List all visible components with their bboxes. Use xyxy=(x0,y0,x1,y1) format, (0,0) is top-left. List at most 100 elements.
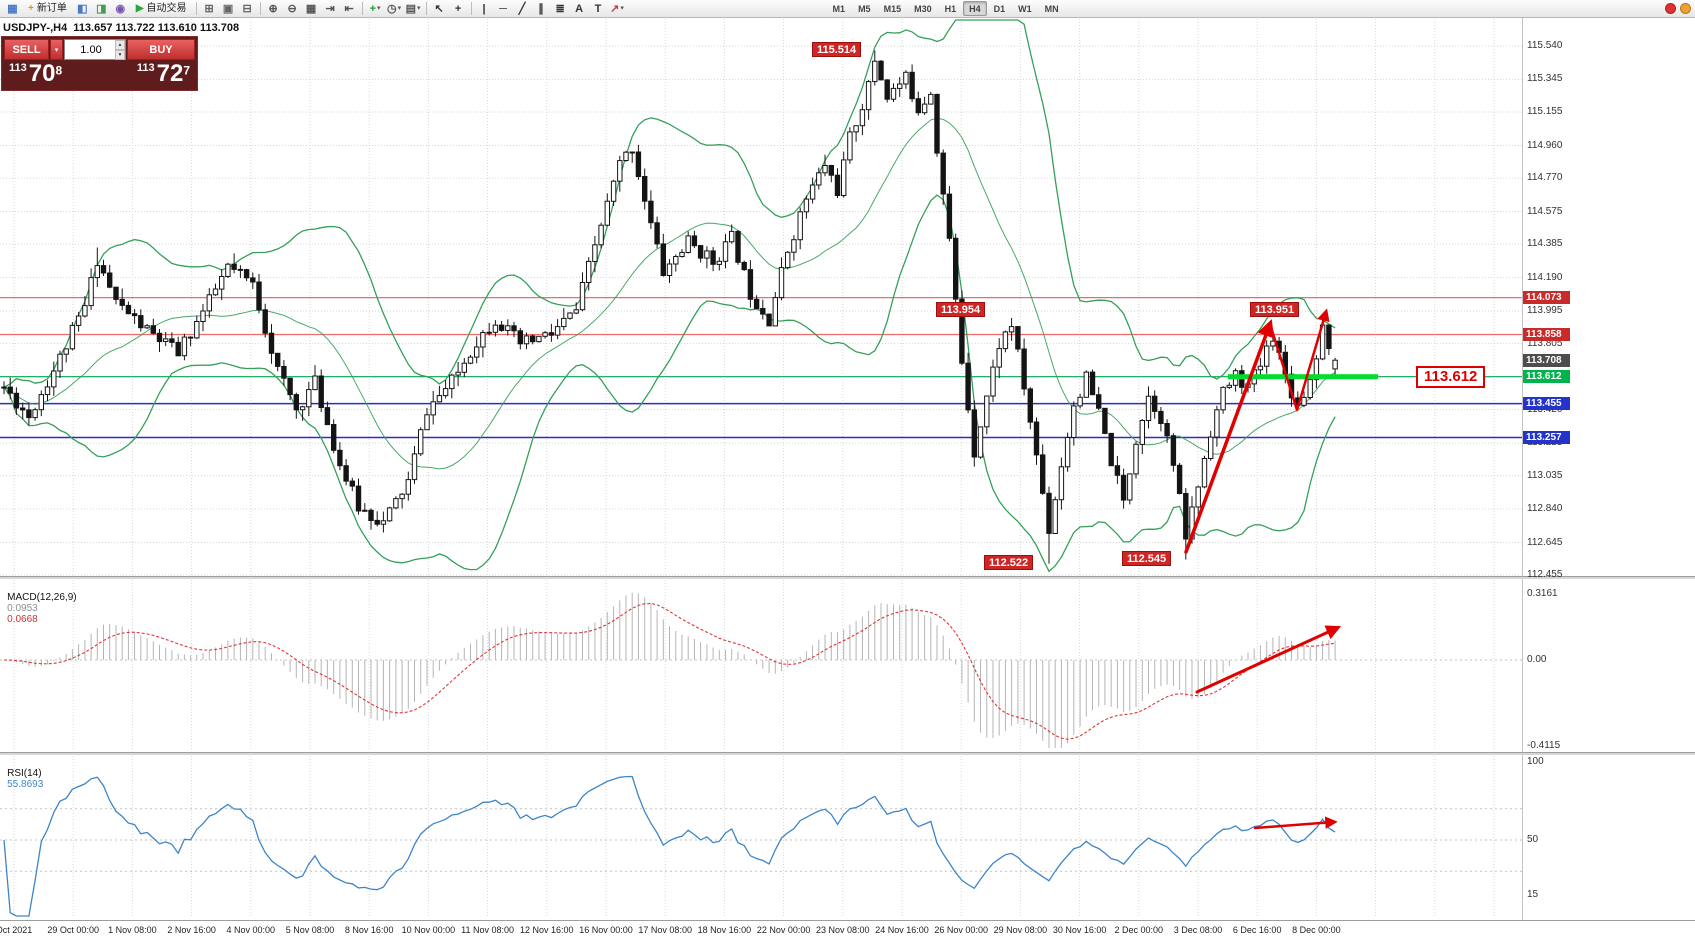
toolbar-separator xyxy=(195,2,197,15)
timeframe-m15[interactable]: M15 xyxy=(883,4,902,14)
higher-low-label: 112.545 xyxy=(1122,551,1172,566)
timeframe-w1[interactable]: W1 xyxy=(1018,4,1032,14)
buy-button[interactable]: BUY xyxy=(127,39,195,60)
sell-options-caret-icon[interactable]: ▾ xyxy=(50,39,63,60)
new-window-icon[interactable]: ⊞ xyxy=(200,1,219,17)
timeframe-h1[interactable]: H1 xyxy=(944,4,957,14)
window-tile-icon[interactable]: ⊟ xyxy=(238,1,257,17)
periods-icon-caret: ▾ xyxy=(397,4,402,12)
price-axis-label: 112.645 xyxy=(1527,536,1563,548)
crosshair-icon[interactable]: + xyxy=(449,1,468,17)
retest-high-label: 113.954 xyxy=(936,302,986,317)
cursor-icon[interactable]: ↖ xyxy=(430,1,449,17)
timeframe-m1[interactable]: M1 xyxy=(832,4,846,14)
symbol-ohlc-info: USDJPY-,H4 113.657 113.722 113.610 113.7… xyxy=(3,22,240,34)
price-axis-label: 115.155 xyxy=(1527,106,1563,117)
time-axis-label: 29 Nov 08:00 xyxy=(993,925,1048,935)
zoom-in-icon[interactable]: ⊕ xyxy=(264,1,283,17)
auto-trading-icon: ▶ xyxy=(135,2,144,14)
low-price-label: 112.522 xyxy=(984,555,1034,570)
sell-price-big: 70 xyxy=(28,60,56,87)
macd-panel-separator[interactable] xyxy=(0,576,1695,579)
sell-price-prefix: 113 xyxy=(9,62,27,74)
arrows-icon[interactable]: ↗ ▾ xyxy=(608,1,627,17)
auto-trading-button[interactable]: ▶ 自动交易 xyxy=(130,1,193,17)
price-badge-113.708: 113.708 xyxy=(1523,353,1570,367)
pivot-zone-segment xyxy=(1228,374,1378,380)
buy-price: 113727 xyxy=(137,62,190,86)
zoom-out-icon-glyph: ⊖ xyxy=(287,2,297,15)
time-axis-label: 16 Nov 00:00 xyxy=(579,925,633,935)
periods-icon[interactable]: ◷ ▾ xyxy=(385,1,404,17)
price-axis-label: 114.190 xyxy=(1527,271,1563,283)
price-axis-label: 114.770 xyxy=(1527,172,1563,184)
time-axis-label: 6 Dec 16:00 xyxy=(1232,925,1282,935)
timeframe-d1[interactable]: D1 xyxy=(993,4,1006,14)
vertical-line-icon-glyph: | xyxy=(482,2,486,15)
zoom-out-icon[interactable]: ⊖ xyxy=(283,1,302,17)
quote-prices-row: 113708 113727 xyxy=(4,60,195,86)
price-badge-114.073: 114.073 xyxy=(1523,291,1570,305)
buy-price-sup: 7 xyxy=(183,63,190,78)
trendline-icon[interactable]: ╱ xyxy=(513,1,532,17)
price-axis-label: 115.540 xyxy=(1527,40,1563,51)
templates-icon[interactable]: ▤ ▾ xyxy=(404,1,423,17)
time-axis-label: 4 Nov 00:00 xyxy=(226,925,276,935)
bollinger-middle-band xyxy=(3,117,1336,470)
data-window-icon[interactable]: ◨ xyxy=(92,1,111,17)
trend-up-arrow xyxy=(1184,319,1274,554)
new-order-button[interactable]: + 新订单 xyxy=(22,1,73,17)
time-axis-label: 26 Nov 00:00 xyxy=(934,925,988,935)
time-axis-label: Oct 2021 xyxy=(0,925,33,935)
rsi-flat-arrow xyxy=(1253,816,1338,830)
indicators-add-icon[interactable]: + ▾ xyxy=(366,1,385,17)
text-label-icon-glyph: T xyxy=(594,2,602,15)
fibonacci-icon[interactable]: ≣ xyxy=(551,1,570,17)
price-axis-label: 112.455 xyxy=(1527,569,1563,581)
price-axis-label: 114.385 xyxy=(1527,238,1563,250)
price-axis-label: 112.840 xyxy=(1527,503,1563,515)
navigator-icon[interactable]: ◉ xyxy=(111,1,130,17)
window-tile-icon-glyph: ⊟ xyxy=(242,2,252,15)
time-axis-label: 24 Nov 16:00 xyxy=(875,925,929,935)
horizontal-line-icon[interactable]: ─ xyxy=(494,1,513,17)
indicators-add-icon-glyph: + xyxy=(369,2,376,15)
tile-windows-icon[interactable]: ▦ xyxy=(302,1,321,17)
text-label-icon[interactable]: T xyxy=(589,1,608,17)
new-chart-icon[interactable]: ▦ xyxy=(3,1,22,17)
price-axis-label: 113.805 xyxy=(1527,337,1563,349)
sell-button[interactable]: SELL xyxy=(4,39,49,60)
time-axis-label: 11 Nov 08:00 xyxy=(461,925,515,935)
auto-scroll-icon[interactable]: ⇥ xyxy=(321,1,340,17)
price-axis-label: 113.995 xyxy=(1527,305,1563,316)
volume-input[interactable] xyxy=(65,40,125,59)
arrows-icon-caret: ▾ xyxy=(620,4,624,12)
market-watch-icon[interactable]: ◧ xyxy=(73,1,92,17)
main-toolbar: ▦ + 新订单 ◧ ◨ ◉ ▶ 自动交易 ⊞ ▣ ⊟ ⊕ ⊖ ▦ ⇥ ⇤ + ▾ ◷ ▾ ▤ ▾ ↖ + | ─ ╱ ∥ ≣ A T ↗ ▾ M1… xyxy=(0,0,1695,18)
time-axis-label: 29 Oct 00:00 xyxy=(47,925,99,935)
price-badge-113.257: 113.257 xyxy=(1523,431,1570,444)
timeframe-mn[interactable]: MN xyxy=(1044,4,1059,14)
time-axis-label: 2 Dec 00:00 xyxy=(1114,925,1164,935)
timeframe-m5[interactable]: M5 xyxy=(858,4,871,14)
vertical-line-icon[interactable]: | xyxy=(475,1,494,17)
macd-name: MACD(12,26,9) xyxy=(7,592,77,603)
time-axis-label: 22 Nov 00:00 xyxy=(756,925,811,935)
new-order-icon: + xyxy=(28,2,34,14)
window-cascade-icon[interactable]: ▣ xyxy=(219,1,238,17)
time-axis-label: 12 Nov 16:00 xyxy=(520,925,574,935)
text-icon[interactable]: A xyxy=(570,1,589,17)
timeframe-m30[interactable]: M30 xyxy=(914,4,932,14)
periods-icon-glyph: ◷ xyxy=(386,2,397,15)
equidistant-channel-icon[interactable]: ∥ xyxy=(532,1,551,17)
rsi-line xyxy=(3,775,1336,917)
navigator-icon-glyph: ◉ xyxy=(115,2,126,15)
timeframe-h4[interactable]: H4 xyxy=(963,1,987,16)
volume-up-icon[interactable]: ▲ xyxy=(115,40,125,50)
rsi-scale-label: 100 xyxy=(1527,756,1544,767)
chart-shift-icon[interactable]: ⇤ xyxy=(340,1,359,17)
volume-down-icon[interactable]: ▼ xyxy=(115,50,125,60)
rsi-panel-separator[interactable] xyxy=(0,752,1695,755)
indicators-add-icon-caret: ▾ xyxy=(377,4,381,12)
